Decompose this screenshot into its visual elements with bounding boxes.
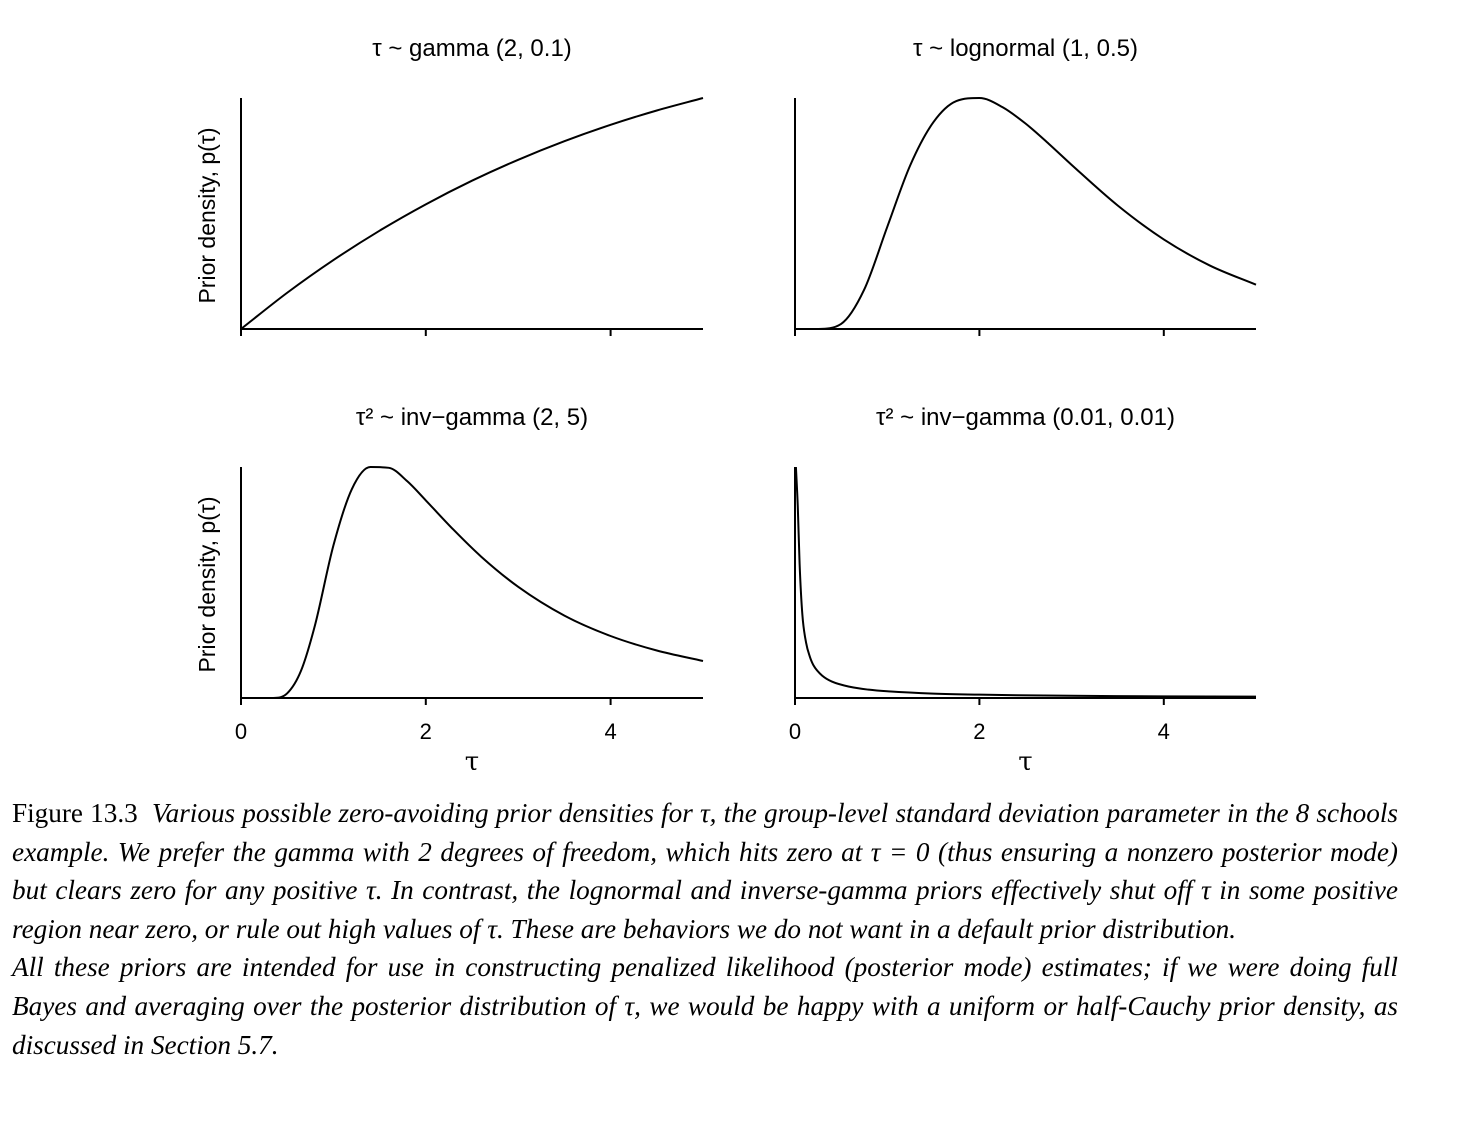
- density-curve: [240, 97, 704, 330]
- caption-paragraph-1: Figure 13.3 Various possible zero-avoidi…: [12, 794, 1398, 948]
- panel-title: τ ~ gamma (2, 0.1): [372, 35, 572, 62]
- panel-title: τ² ~ inv−gamma (2, 5): [356, 404, 588, 431]
- x-tick-label: 2: [420, 719, 432, 744]
- panel-title: τ² ~ inv−gamma (0.01, 0.01): [876, 404, 1175, 431]
- figure-panels: τ ~ gamma (2, 0.1)Prior density, p(τ)τ ~…: [194, 35, 1257, 770]
- y-axis-label: Prior density, p(τ): [194, 127, 220, 303]
- density-curve: [794, 96, 1257, 330]
- x-axis-label: τ: [465, 747, 479, 770]
- panel-title: τ ~ lognormal (1, 0.5): [913, 35, 1138, 62]
- chart-panel-3: τ² ~ inv−gamma (2, 5) Prior density, p(τ)…: [194, 404, 704, 770]
- chart-panel-4: τ² ~ inv−gamma (0.01, 0.01) 0 2 4 τ: [789, 404, 1257, 770]
- x-tick-label: 0: [235, 719, 247, 744]
- density-curve: [241, 465, 704, 699]
- x-tick-label: 4: [604, 719, 616, 744]
- chart-panel-1: τ ~ gamma (2, 0.1) Prior density, p(τ): [194, 35, 704, 336]
- caption-label: Figure 13.3: [12, 798, 138, 828]
- caption-paragraph-2: All these priors are intended for use in…: [12, 948, 1398, 1064]
- figure-caption: Figure 13.3 Various possible zero-avoidi…: [12, 794, 1398, 1064]
- y-axis-label: Prior density, p(τ): [194, 496, 220, 672]
- chart-panel-2: τ ~ lognormal (1, 0.5): [794, 35, 1257, 336]
- density-curve: [794, 466, 1257, 698]
- caption-text-1: Various possible zero-avoiding prior den…: [12, 798, 1398, 944]
- x-tick-label: 4: [1158, 719, 1170, 744]
- x-tick-label: 2: [973, 719, 985, 744]
- x-tick-label: 0: [789, 719, 801, 744]
- x-axis-label: τ: [1018, 747, 1032, 770]
- caption-text-2: All these priors are intended for use in…: [12, 952, 1398, 1060]
